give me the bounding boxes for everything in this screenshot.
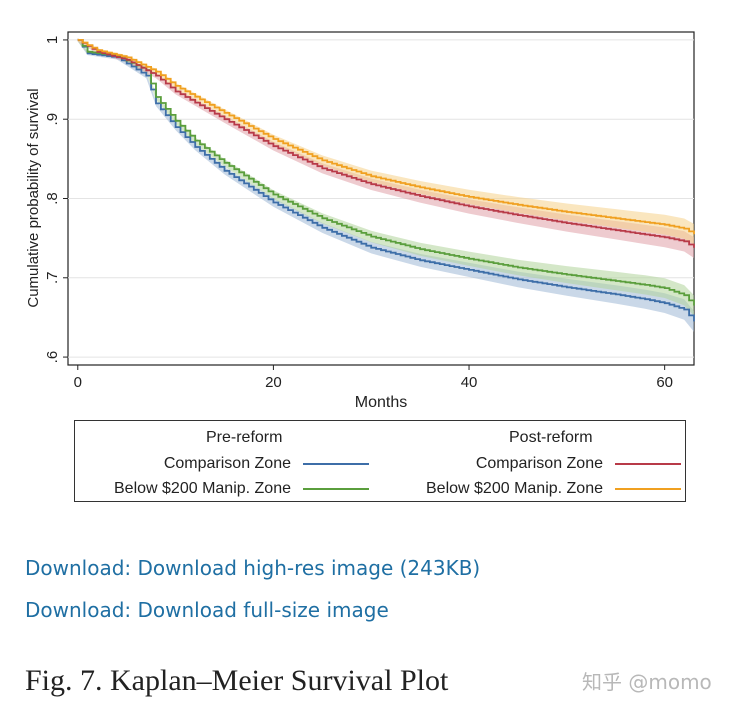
confidence-band-series-0 (77, 38, 695, 332)
series-line-2 (77, 39, 695, 248)
legend-swatch-post-comparison (615, 463, 681, 465)
download-high-res-link[interactable]: Download: Download high-res image (243KB… (25, 556, 481, 580)
x-tick-label: 20 (265, 374, 282, 391)
legend-label-pre-manip: Below $200 Manip. Zone (114, 480, 291, 497)
axis-ticks: .6 .7 .8 .9 1 0 20 40 60 (44, 36, 673, 391)
x-tick-label: 0 (74, 374, 82, 391)
download-full-size-link[interactable]: Download: Download full-size image (25, 598, 389, 622)
series-line-1 (77, 39, 695, 306)
legend-post-heading: Post-reform (509, 429, 593, 446)
legend-label-post-comparison: Comparison Zone (475, 455, 603, 472)
x-tick-label: 40 (461, 374, 478, 391)
y-tick-label: .8 (44, 192, 61, 205)
legend-swatch-post-manip (615, 488, 681, 490)
x-tick-label: 60 (656, 374, 673, 391)
legend-swatch-pre-manip (303, 488, 369, 490)
confidence-band-series-2 (77, 38, 695, 258)
series-line-3 (77, 39, 695, 235)
y-axis-label: Cumulative probability of survival (25, 88, 42, 307)
survival-chart: .6 .7 .8 .9 1 0 20 40 60 Months Cumulative proba… (25, 31, 695, 411)
y-tick-label: 1 (44, 36, 61, 44)
y-tick-label: .7 (44, 272, 61, 285)
y-tick-label: .9 (44, 113, 61, 126)
series-line-0 (77, 39, 695, 322)
legend-label-post-manip: Below $200 Manip. Zone (426, 480, 603, 497)
confidence-band-series-3 (77, 38, 695, 245)
watermark: 知乎 @momo (582, 670, 712, 694)
legend-pre-heading: Pre-reform (206, 429, 283, 446)
legend-swatch-pre-comparison (303, 463, 369, 465)
legend-label-pre-comparison: Comparison Zone (163, 455, 291, 472)
series-lines (77, 39, 695, 322)
figure-caption: Fig. 7. Kaplan–Meier Survival Plot (25, 664, 449, 697)
x-axis-label: Months (355, 394, 407, 411)
y-tick-label: .6 (44, 351, 61, 364)
legend: Pre-reform Post-reform Comparison Zone B… (74, 420, 686, 502)
